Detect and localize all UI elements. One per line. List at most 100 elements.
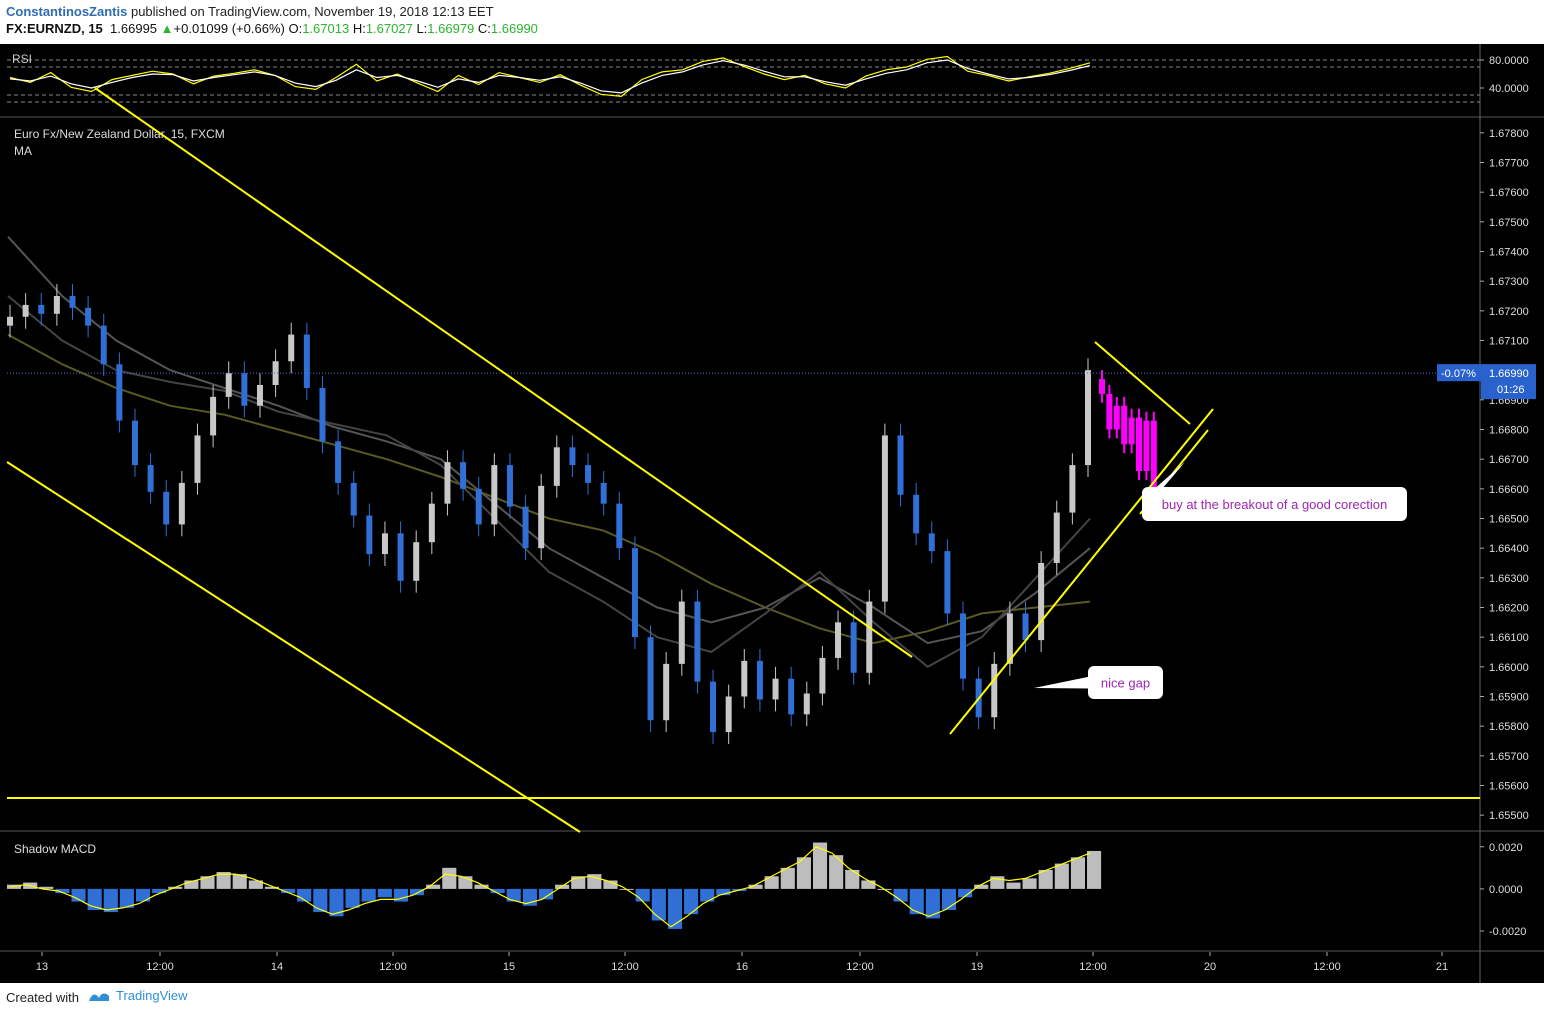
- price-tick-label: 1.65900: [1489, 692, 1529, 704]
- time-tick-label: 14: [271, 961, 283, 973]
- candle-body: [850, 622, 857, 673]
- chart-canvas[interactable]: RSI 80.0000 40.0000 Euro Fx/New Zealand Dol…: [0, 44, 1544, 983]
- price-tick-label: 1.67400: [1489, 247, 1529, 259]
- annotation-nice-gap-box: [1088, 666, 1163, 699]
- tradingview-link[interactable]: TradingView: [88, 988, 188, 1003]
- candle-body: [288, 334, 295, 362]
- footer: Created with TradingView: [0, 983, 1544, 1015]
- candle-body: [881, 435, 888, 602]
- time-tick-label: 12:00: [379, 961, 407, 973]
- time-tick-label: 13: [36, 961, 48, 973]
- price-tick-label: 1.66700: [1489, 454, 1529, 466]
- price-tick-label: 1.66400: [1489, 543, 1529, 555]
- rsi-tick-label: 80.0000: [1489, 55, 1529, 67]
- time-tick-label: 15: [503, 961, 515, 973]
- candle-body: [303, 334, 310, 388]
- change-text: +0.01099 (+0.66%): [173, 21, 285, 36]
- macd-histogram-bar: [135, 888, 151, 902]
- annotation-breakout-text: buy at the breakout of a good corection: [1162, 497, 1388, 512]
- macd-histogram-bar: [796, 857, 811, 889]
- candle-body: [350, 482, 357, 516]
- price-tick-label: 1.67200: [1489, 306, 1529, 318]
- macd-histogram-bar: [119, 888, 134, 908]
- candle-body: [616, 503, 623, 549]
- candle-body: [491, 465, 498, 525]
- candle-body: [22, 304, 29, 317]
- candle-body: [1085, 370, 1091, 466]
- candle-body: [631, 548, 638, 638]
- macd-histogram-bar: [812, 842, 828, 889]
- macd-histogram-bar: [635, 888, 650, 902]
- annotation-nice-gap-pointer: [1034, 676, 1090, 689]
- macd-histogram-bar: [55, 888, 70, 894]
- candle-body: [428, 503, 435, 543]
- change-tag: [1437, 364, 1481, 382]
- channel-lower-line: [6, 461, 581, 833]
- candle-body: [178, 482, 185, 525]
- time-tick-label: 12:00: [1313, 961, 1341, 973]
- created-with-text: Created with: [6, 990, 79, 1005]
- candle-body: [600, 482, 607, 504]
- candle-body: [335, 441, 342, 483]
- macd-histogram-bar: [200, 876, 215, 889]
- candle-body: [803, 693, 810, 715]
- tradingview-brand: TradingView: [116, 988, 188, 1003]
- macd-histogram-bar: [700, 888, 715, 902]
- author-link[interactable]: ConstantinosZantis: [6, 4, 128, 19]
- candle-body: [741, 660, 748, 697]
- candle-body: [241, 373, 248, 406]
- candle-body: [819, 657, 826, 694]
- candle-body: [725, 696, 732, 733]
- macd-histogram-bar: [152, 888, 167, 894]
- candle-body: [1006, 613, 1013, 664]
- rising-trendline: [949, 408, 1214, 735]
- macd-histogram-bar: [232, 874, 247, 889]
- macd-histogram-bar: [87, 888, 102, 910]
- candle-body: [928, 533, 935, 552]
- low-value: 1.66979: [427, 21, 475, 36]
- time-tick-label: 21: [1436, 961, 1448, 973]
- candle-body: [1038, 563, 1045, 641]
- candle-body: [772, 678, 779, 700]
- candle-body: [569, 447, 576, 466]
- rsi-tick-label: 40.0000: [1489, 83, 1529, 95]
- macd-tick-label: -0.0020: [1489, 926, 1526, 938]
- rsi-signal-line: [9, 59, 1091, 94]
- symbol-label: FX:EURNZD, 15: [6, 21, 103, 36]
- price-tick-label: 1.66200: [1489, 603, 1529, 615]
- macd-tick-label: 0.0000: [1489, 884, 1523, 896]
- candle-body: [413, 542, 420, 581]
- macd-histogram-bar: [829, 855, 844, 889]
- macd-histogram-bar: [329, 888, 344, 917]
- countdown-text: 01:26: [1497, 384, 1525, 396]
- price-title: Euro Fx/New Zealand Dollar, 15, FXCM: [14, 127, 225, 141]
- macd-histogram-bar: [103, 888, 118, 913]
- candle-body: [788, 678, 795, 715]
- candle-body: [444, 462, 451, 504]
- macd-histogram-bar: [39, 886, 54, 889]
- time-tick-label: 12:00: [611, 961, 639, 973]
- tradingview-logo-icon: [89, 993, 109, 1001]
- candle-body: [85, 307, 92, 326]
- macd-histogram-bar: [909, 888, 924, 915]
- price-tick-label: 1.66000: [1489, 662, 1529, 674]
- macd-histogram-bar: [748, 884, 763, 889]
- macd-histogram-bar: [377, 888, 392, 898]
- time-tick-label: 20: [1204, 961, 1216, 973]
- macd-histogram-bar: [716, 888, 731, 896]
- macd-signal-line: [9, 846, 1091, 928]
- candle-body: [381, 533, 388, 555]
- macd-histogram-bar: [1038, 869, 1053, 889]
- candle-body: [678, 601, 685, 664]
- macd-histogram-bar: [667, 888, 683, 929]
- candle-body: [585, 465, 592, 483]
- time-tick-label: 19: [971, 961, 983, 973]
- macd-histogram-bar: [571, 876, 586, 889]
- close-value: 1.66990: [490, 21, 538, 36]
- candle-body: [38, 304, 45, 314]
- time-tick-label: 12:00: [146, 961, 174, 973]
- candle-body: [116, 364, 123, 421]
- candle-body: [1053, 512, 1060, 563]
- candle-body: [1069, 465, 1076, 513]
- publish-line: ConstantinosZantis published on TradingV…: [6, 4, 494, 19]
